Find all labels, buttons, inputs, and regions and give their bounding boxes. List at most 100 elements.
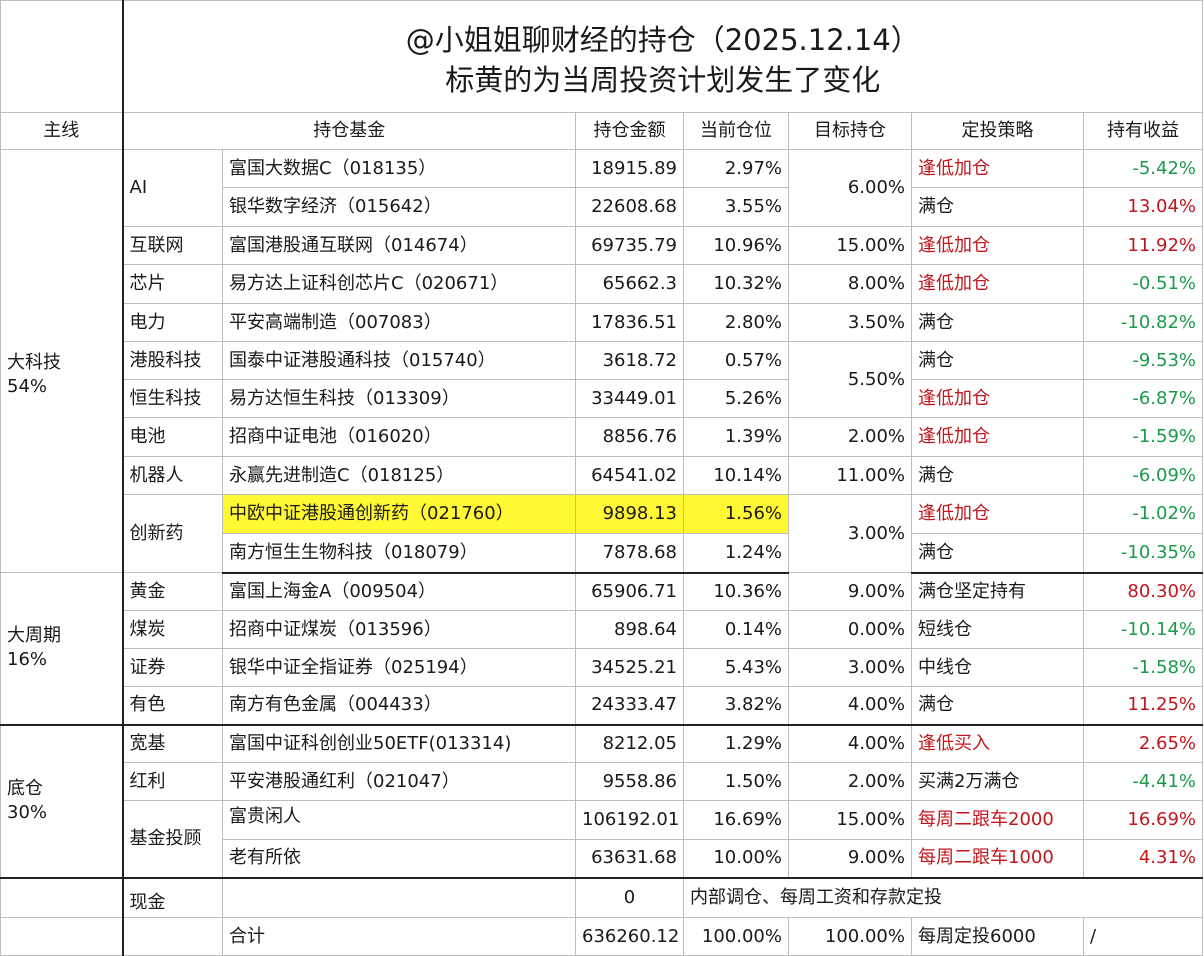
profit: -10.82% bbox=[1082, 303, 1204, 342]
amount: 7878.68 bbox=[575, 533, 684, 574]
page-title: @小姐姐聊财经的持仓（2025.12.14） 标黄的为当周投资计划发生了变化 bbox=[121, 0, 1204, 113]
target: 4.00% bbox=[788, 724, 912, 763]
fund-name: 富国港股通互联网（014674） bbox=[222, 226, 576, 265]
strategy: 中线仓 bbox=[911, 648, 1084, 687]
strategy: 满仓 bbox=[911, 456, 1084, 495]
target: 6.00% bbox=[788, 149, 912, 227]
profit: -1.59% bbox=[1082, 417, 1204, 457]
sub-category: 证券 bbox=[121, 648, 223, 687]
sub-category: 有色 bbox=[121, 686, 223, 726]
amount: 9558.86 bbox=[575, 762, 684, 801]
amount: 22608.68 bbox=[575, 187, 684, 227]
target: 8.00% bbox=[788, 264, 912, 304]
target: 2.00% bbox=[788, 417, 912, 457]
empty-cell bbox=[0, 917, 123, 956]
sub-category: 黄金 bbox=[121, 572, 223, 611]
sub-category: 芯片 bbox=[121, 264, 223, 304]
amount: 65906.71 bbox=[575, 572, 684, 611]
sub-category: 电池 bbox=[121, 417, 223, 457]
fund-name: 富贵闲人 bbox=[222, 800, 576, 840]
target: 15.00% bbox=[788, 800, 912, 840]
empty-cell bbox=[222, 877, 576, 918]
strategy: 逢低加仓 bbox=[911, 226, 1084, 265]
target: 4.00% bbox=[788, 686, 912, 726]
target: 5.50% bbox=[788, 341, 912, 418]
header-amount: 持仓金额 bbox=[575, 112, 684, 150]
strategy: 满仓 bbox=[911, 303, 1084, 342]
strategy: 逢低买入 bbox=[911, 724, 1084, 763]
target: 15.00% bbox=[788, 226, 912, 265]
fund-name: 银华中证全指证券（025194） bbox=[222, 648, 576, 687]
target: 11.00% bbox=[788, 456, 912, 495]
position: 16.69% bbox=[683, 800, 789, 840]
amount: 8212.05 bbox=[575, 724, 684, 763]
strategy: 逢低加仓 bbox=[911, 494, 1084, 534]
amount: 3618.72 bbox=[575, 341, 684, 380]
amount: 9898.13 bbox=[575, 494, 684, 534]
amount: 18915.89 bbox=[575, 149, 684, 188]
fund-name: 南方恒生生物科技（018079） bbox=[222, 533, 576, 574]
amount: 63631.68 bbox=[575, 839, 684, 879]
sub-category: 恒生科技 bbox=[121, 379, 223, 418]
profit: -4.41% bbox=[1082, 762, 1204, 801]
amount: 898.64 bbox=[575, 610, 684, 649]
fund-name: 平安港股通红利（021047） bbox=[222, 762, 576, 801]
strategy: 满仓 bbox=[911, 187, 1084, 227]
total-profit: / bbox=[1082, 917, 1204, 956]
amount: 106192.01 bbox=[575, 800, 684, 840]
fund-name: 南方有色金属（004433） bbox=[222, 686, 576, 726]
strategy: 满仓坚定持有 bbox=[911, 572, 1084, 611]
amount: 65662.3 bbox=[575, 264, 684, 304]
profit: -10.35% bbox=[1082, 533, 1204, 574]
sub-category: 红利 bbox=[121, 762, 223, 801]
target: 9.00% bbox=[788, 839, 912, 879]
profit: 80.30% bbox=[1082, 572, 1204, 611]
fund-name: 富国上海金A（009504） bbox=[222, 572, 576, 611]
fund-name: 永赢先进制造C（018125） bbox=[222, 456, 576, 495]
strategy: 满仓 bbox=[911, 341, 1084, 380]
position: 5.26% bbox=[683, 379, 789, 418]
group-cycle: 大周期 16% bbox=[0, 572, 123, 726]
position: 2.97% bbox=[683, 149, 789, 188]
total-position: 100.00% bbox=[683, 917, 789, 956]
profit: -9.53% bbox=[1082, 341, 1204, 380]
strategy: 满仓 bbox=[911, 533, 1084, 574]
header-fund: 持仓基金 bbox=[121, 112, 576, 150]
amount: 34525.21 bbox=[575, 648, 684, 687]
target: 3.50% bbox=[788, 303, 912, 342]
strategy: 每周二跟车1000 bbox=[911, 839, 1084, 879]
fund-name: 招商中证煤炭（013596） bbox=[222, 610, 576, 649]
sub-category: 机器人 bbox=[121, 456, 223, 495]
position: 2.80% bbox=[683, 303, 789, 342]
cash-label: 现金 bbox=[121, 877, 223, 918]
position: 1.56% bbox=[683, 494, 789, 534]
position: 10.14% bbox=[683, 456, 789, 495]
sub-category: 宽基 bbox=[121, 724, 223, 763]
header-strategy: 定投策略 bbox=[911, 112, 1084, 150]
profit: -1.02% bbox=[1082, 494, 1204, 534]
fund-name: 富国大数据C（018135） bbox=[222, 149, 576, 188]
title-line1: @小姐姐聊财经的持仓（2025.12.14） bbox=[405, 22, 920, 57]
fund-name: 中欧中证港股通创新药（021760） bbox=[222, 494, 576, 534]
position: 10.36% bbox=[683, 572, 789, 611]
profit: -6.09% bbox=[1082, 456, 1204, 495]
position: 1.29% bbox=[683, 724, 789, 763]
strategy: 逢低加仓 bbox=[911, 264, 1084, 304]
sub-category: 电力 bbox=[121, 303, 223, 342]
position: 10.00% bbox=[683, 839, 789, 879]
fund-name: 银华数字经济（015642） bbox=[222, 187, 576, 227]
position: 3.55% bbox=[683, 187, 789, 227]
profit: 16.69% bbox=[1082, 800, 1204, 840]
cash-amount: 0 bbox=[575, 877, 684, 918]
fund-name: 国泰中证港股通科技（015740） bbox=[222, 341, 576, 380]
strategy: 逢低加仓 bbox=[911, 379, 1084, 418]
profit: -0.51% bbox=[1082, 264, 1204, 304]
sub-category: 港股科技 bbox=[121, 341, 223, 380]
header-target: 目标持仓 bbox=[788, 112, 912, 150]
amount: 8856.76 bbox=[575, 417, 684, 457]
profit: 13.04% bbox=[1082, 187, 1204, 227]
position: 10.96% bbox=[683, 226, 789, 265]
fund-name: 平安高端制造（007083） bbox=[222, 303, 576, 342]
profit: -6.87% bbox=[1082, 379, 1204, 418]
